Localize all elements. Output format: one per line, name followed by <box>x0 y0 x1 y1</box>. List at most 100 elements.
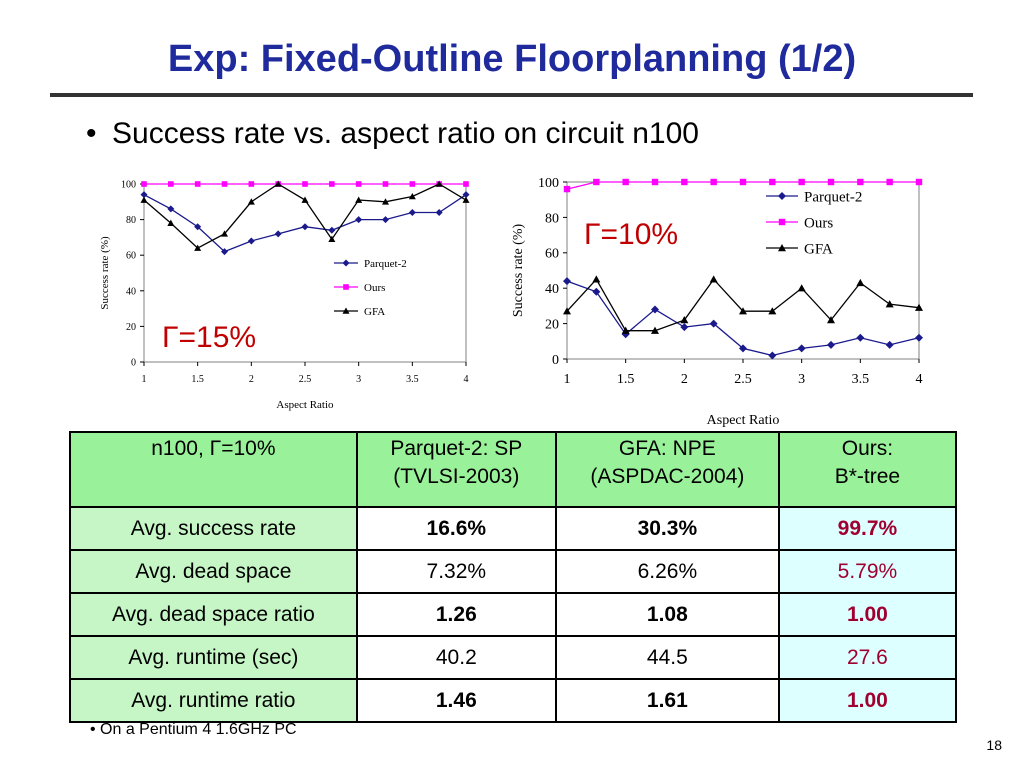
cell-ours: 99.7% <box>777 506 958 551</box>
table-header-row: n100, Γ=10% Parquet-2: SP (TVLSI-2003) G… <box>69 431 958 508</box>
bullet-dot: • <box>86 117 97 150</box>
series-parquet-2 <box>140 191 470 256</box>
data-point <box>563 307 571 315</box>
data-point <box>408 192 416 200</box>
legend-marker <box>342 259 350 267</box>
legend-marker <box>778 192 786 200</box>
legend-label: GFA <box>804 241 833 257</box>
data-point <box>768 351 777 360</box>
y-tick-label: 20 <box>545 318 559 333</box>
chart-gamma-15: 0 20 40 60 80 100 1 1.5 2 2.5 3 3.5 4 Aspect Ratio Suc… <box>99 180 470 411</box>
y-tick-label: 20 <box>126 322 136 333</box>
data-point <box>651 305 659 314</box>
header-cell-parquet: Parquet-2: SP (TVLSI-2003) <box>355 431 557 508</box>
data-point <box>221 181 228 187</box>
data-point <box>301 196 309 203</box>
header-cell-ours: Ours: B*-tree <box>777 431 958 508</box>
data-point <box>140 196 148 203</box>
cell-ours: 5.79% <box>777 549 958 594</box>
main-bullet-text: Success rate vs. aspect ratio on circuit… <box>112 117 699 150</box>
legend-label: Ours <box>364 282 385 294</box>
gamma-annotation: Γ=15% <box>162 321 256 354</box>
legend-marker <box>343 284 349 290</box>
data-point <box>247 237 255 245</box>
x-tick-label: 2.5 <box>734 372 752 387</box>
data-point <box>221 230 228 237</box>
data-point <box>593 178 600 186</box>
cell-parquet: 7.32% <box>355 549 557 594</box>
y-tick-label: 100 <box>538 176 559 191</box>
x-tick-label: 2 <box>681 372 688 387</box>
series-ours <box>563 178 923 193</box>
data-point <box>827 316 835 324</box>
series-line <box>566 278 920 332</box>
x-tick-label: 1 <box>142 374 147 385</box>
legend-label: Parquet-2 <box>364 258 407 270</box>
data-point <box>886 178 893 186</box>
cell-ours: 1.00 <box>777 678 958 723</box>
data-point <box>680 323 689 332</box>
x-tick-label: 1.5 <box>191 374 204 385</box>
data-point <box>435 180 443 187</box>
data-point <box>739 178 747 186</box>
data-point <box>355 216 363 224</box>
y-tick-label: 80 <box>126 215 136 226</box>
data-point <box>710 178 717 186</box>
legend-marker <box>778 218 786 226</box>
row-label: Avg. dead space <box>69 549 358 594</box>
header-cell-gfa: GFA: NPE (ASPDAC-2004) <box>554 431 780 508</box>
row-label: Avg. dead space ratio <box>69 592 358 637</box>
series-parquet-2 <box>563 277 923 360</box>
series-line <box>143 183 467 249</box>
header-ours-line1: Ours: <box>841 437 894 460</box>
x-tick-label: 1 <box>564 372 571 387</box>
cell-gfa: 1.61 <box>554 678 780 723</box>
table-row: Avg. runtime (sec) 40.2 44.5 27.6 <box>69 635 958 680</box>
data-point <box>355 181 362 187</box>
data-point <box>167 205 175 213</box>
cell-parquet: 1.26 <box>355 592 557 637</box>
comparison-table: n100, Γ=10% Parquet-2: SP (TVLSI-2003) G… <box>69 431 958 723</box>
data-point <box>435 208 443 216</box>
legend: Parquet-2 Ours GFA <box>766 189 862 257</box>
x-tick-label: 3.5 <box>852 372 870 387</box>
data-point <box>621 326 630 334</box>
title-rule <box>50 93 973 97</box>
footnote-bullet-dot: • <box>90 721 101 738</box>
footnote-text: On a Pentium 4 1.6GHz PC <box>100 721 297 738</box>
header-gfa-line1: GFA: NPE <box>618 437 716 460</box>
data-point <box>248 181 255 187</box>
x-tick-label: 3 <box>356 374 361 385</box>
data-point <box>885 340 894 349</box>
data-point <box>797 344 806 353</box>
x-tick-label: 2 <box>249 374 254 385</box>
table-row: Avg. success rate 16.6% 30.3% 99.7% <box>69 506 958 551</box>
data-point <box>462 196 470 203</box>
data-point <box>247 198 255 205</box>
data-point <box>797 284 806 292</box>
data-point <box>221 248 228 256</box>
data-point <box>709 275 718 283</box>
data-point <box>328 235 336 242</box>
data-point <box>140 191 148 199</box>
data-point <box>563 277 571 286</box>
x-tick-label: 2.5 <box>299 374 312 385</box>
data-point <box>329 181 335 187</box>
x-tick-label: 3 <box>798 372 805 387</box>
data-point <box>302 181 308 187</box>
x-axis-label: Aspect Ratio <box>707 413 780 428</box>
header-gfa-line2: (ASPDAC-2004) <box>590 465 745 488</box>
data-point <box>885 300 894 308</box>
data-point <box>681 178 688 186</box>
x-tick-label: 4 <box>916 372 923 387</box>
data-point <box>915 303 923 311</box>
data-point <box>168 181 174 187</box>
y-tick-label: 60 <box>126 251 136 262</box>
data-point <box>827 178 835 186</box>
cell-gfa: 30.3% <box>554 506 780 551</box>
data-point <box>382 181 389 187</box>
data-point <box>382 216 389 224</box>
legend-marker <box>342 307 350 314</box>
cell-gfa: 6.26% <box>554 549 780 594</box>
data-point <box>563 185 571 193</box>
